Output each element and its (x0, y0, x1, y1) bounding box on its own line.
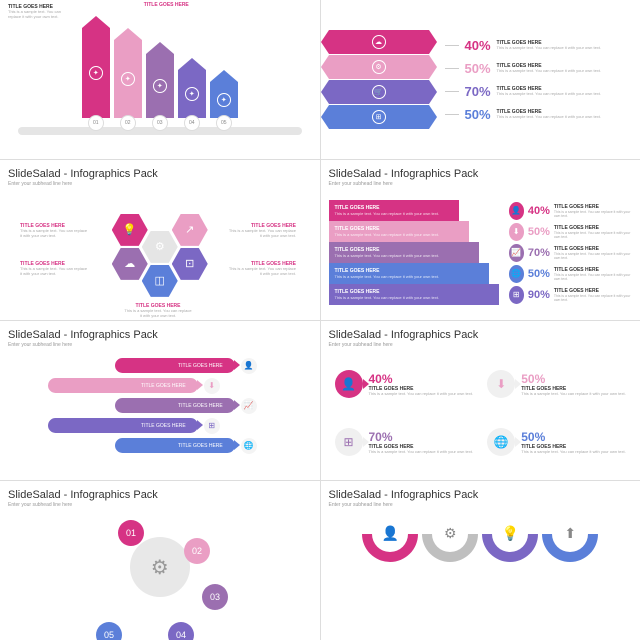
s2-stack: ☁.s2-layer:nth-child(1)::before{border-r… (329, 30, 429, 129)
slide-gear-cluster: SlideSalad - Infographics Pack Enter you… (0, 481, 320, 640)
subtitle: Enter your subhead line here (8, 181, 312, 187)
subtitle: Enter your subhead line here (8, 342, 312, 348)
s7-gears: ⚙ 0102030405 (8, 514, 312, 633)
title: SlideSalad - Infographics Pack (329, 329, 633, 341)
title: SlideSalad - Infographics Pack (329, 489, 633, 501)
s6-grid: 👤40%TITLE GOES HEREThis is a sample text… (329, 354, 633, 473)
s4-pct-list: 👤40%TITLE GOES HEREThis is a sample text… (509, 202, 633, 304)
slide-stack-pct: ☁.s2-layer:nth-child(1)::before{border-r… (321, 0, 640, 159)
s2-pct-list: 40%TITLE GOES HEREThis is a sample text.… (445, 38, 633, 122)
s4-layout: TITLE GOES HEREThis is a sample text. Yo… (329, 193, 633, 312)
slide-curved-arrows: SlideSalad - Infographics Pack Enter you… (0, 321, 320, 480)
subtitle: Enter your subhead line here (329, 342, 633, 348)
title: SlideSalad - Infographics Pack (8, 329, 312, 341)
slide-hex-cluster: SlideSalad - Infographics Pack Enter you… (0, 160, 320, 319)
s8-row: 👤⚙💡⬆ (329, 514, 633, 633)
s1-chart: ✦01✦02✦03✦04✦05 (8, 8, 312, 151)
slide-semicircles: SlideSalad - Infographics Pack Enter you… (321, 481, 640, 640)
subtitle: Enter your subhead line here (8, 502, 312, 508)
title: SlideSalad - Infographics Pack (8, 489, 312, 501)
s3-cluster: ⚙💡↗☁⊡◫TITLE GOES HEREThis is a sample te… (8, 193, 312, 312)
subtitle: Enter your subhead line here (329, 502, 633, 508)
title: SlideSalad - Infographics Pack (329, 168, 633, 180)
s4-bands: TITLE GOES HEREThis is a sample text. Yo… (329, 200, 499, 305)
gear-center-icon: ⚙ (130, 537, 190, 597)
slide-arrow-bars: TITLE GOES HERE This is a sample text. Y… (0, 0, 320, 159)
slide-icon-pct-grid: SlideSalad - Infographics Pack Enter you… (321, 321, 640, 480)
subtitle: Enter your subhead line here (329, 181, 633, 187)
s5-list: TITLE GOES HERE.s5-row:nth-child(1) .s5-… (8, 354, 312, 473)
slide-bands-pct: SlideSalad - Infographics Pack Enter you… (321, 160, 640, 319)
title: SlideSalad - Infographics Pack (8, 168, 312, 180)
s2-layout: ☁.s2-layer:nth-child(1)::before{border-r… (329, 8, 633, 151)
